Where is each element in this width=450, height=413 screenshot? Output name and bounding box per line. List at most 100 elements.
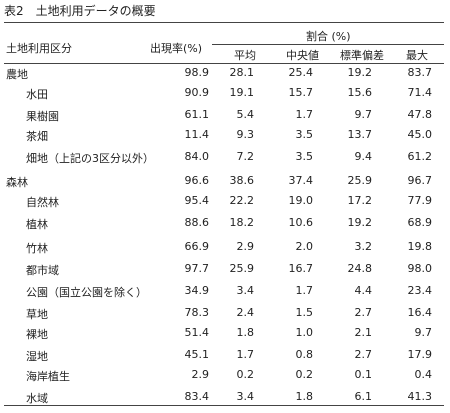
cell-max: 19.8: [407, 240, 433, 253]
cell-median: 1.0: [295, 326, 314, 339]
row-label: 草地: [26, 308, 48, 321]
cell-sd: 2.7: [354, 306, 373, 319]
cell-sd: 15.6: [347, 86, 373, 99]
table-row: 湿地 45.1 1.7 0.8 2.7 17.9: [0, 348, 450, 368]
cell-mean: 1.7: [236, 348, 255, 361]
cell-mean: 38.6: [229, 174, 255, 187]
cell-mean: 1.8: [236, 326, 255, 339]
header-rate: 出現率(%): [150, 42, 203, 55]
cell-max: 98.0: [407, 262, 433, 275]
row-label: 果樹園: [26, 110, 59, 123]
cell-rate: 51.4: [184, 326, 210, 339]
cell-max: 23.4: [407, 284, 433, 297]
cell-rate: 34.9: [184, 284, 210, 297]
cell-mean: 3.4: [236, 284, 255, 297]
cell-max: 45.0: [407, 128, 433, 141]
cell-rate: 97.7: [184, 262, 210, 275]
cell-sd: 17.2: [347, 194, 373, 207]
row-label: 水田: [26, 88, 48, 101]
cell-sd: 0.1: [354, 368, 373, 381]
cell-mean: 5.4: [236, 108, 255, 121]
cell-sd: 2.1: [354, 326, 373, 339]
cell-mean: 0.2: [236, 368, 255, 381]
cell-sd: 19.2: [347, 66, 373, 79]
cell-rate: 61.1: [184, 108, 210, 121]
header-mean: 平均: [234, 49, 256, 62]
table-row: 茶畑 11.4 9.3 3.5 13.7 45.0: [0, 128, 450, 148]
cell-median: 3.5: [295, 128, 314, 141]
cell-sd: 2.7: [354, 348, 373, 361]
table-row: 竹林 66.9 2.9 2.0 3.2 19.8: [0, 240, 450, 260]
cell-mean: 3.4: [236, 390, 255, 403]
cell-mean: 18.2: [229, 216, 255, 229]
cell-rate: 66.9: [184, 240, 210, 253]
cell-max: 17.9: [407, 348, 433, 361]
cell-median: 3.5: [295, 150, 314, 163]
cell-median: 0.8: [295, 348, 314, 361]
cell-rate: 84.0: [184, 150, 210, 163]
cell-median: 1.8: [295, 390, 314, 403]
cell-rate: 11.4: [184, 128, 210, 141]
table-row: 植林 88.6 18.2 10.6 19.2 68.9: [0, 216, 450, 236]
cell-max: 9.7: [414, 326, 433, 339]
cell-median: 25.4: [288, 66, 314, 79]
top-rule: [4, 22, 444, 23]
header-ratio-group: 割合 (%): [306, 30, 351, 43]
cell-rate: 98.9: [184, 66, 210, 79]
cell-mean: 9.3: [236, 128, 255, 141]
cell-mean: 2.4: [236, 306, 255, 319]
cell-mean: 22.2: [229, 194, 255, 207]
cell-rate: 78.3: [184, 306, 210, 319]
cell-sd: 13.7: [347, 128, 373, 141]
table-row: 畑地（上記の3区分以外） 84.0 7.2 3.5 9.4 61.2: [0, 150, 450, 170]
cell-max: 61.2: [407, 150, 433, 163]
table-row: 森林 96.6 38.6 37.4 25.9 96.7: [0, 174, 450, 194]
cell-median: 1.7: [295, 108, 314, 121]
cell-sd: 3.2: [354, 240, 373, 253]
table-row: 草地 78.3 2.4 1.5 2.7 16.4: [0, 306, 450, 326]
cell-max: 0.4: [414, 368, 433, 381]
cell-sd: 19.2: [347, 216, 373, 229]
header-category: 土地利用区分: [6, 42, 72, 55]
row-label: 茶畑: [26, 130, 48, 143]
table-row: 海岸植生 2.9 0.2 0.2 0.1 0.4: [0, 368, 450, 388]
row-label: 公園（国立公園を除く）: [26, 286, 147, 299]
row-label: 森林: [6, 176, 28, 189]
cell-max: 71.4: [407, 86, 433, 99]
cell-median: 2.0: [295, 240, 314, 253]
cell-max: 47.8: [407, 108, 433, 121]
cell-sd: 24.8: [347, 262, 373, 275]
row-label: 都市域: [26, 264, 59, 277]
cell-mean: 25.9: [229, 262, 255, 275]
cell-rate: 83.4: [184, 390, 210, 403]
cell-median: 16.7: [288, 262, 314, 275]
row-label: 海岸植生: [26, 370, 70, 383]
cell-sd: 4.4: [354, 284, 373, 297]
table-row: 公園（国立公園を除く） 34.9 3.4 1.7 4.4 23.4: [0, 284, 450, 304]
header-median: 中央値: [286, 49, 319, 62]
table-row: 果樹園 61.1 5.4 1.7 9.7 47.8: [0, 108, 450, 128]
cell-median: 19.0: [288, 194, 314, 207]
table-row: 水田 90.9 19.1 15.7 15.6 71.4: [0, 86, 450, 106]
cell-sd: 6.1: [354, 390, 373, 403]
table-row: 水域 83.4 3.4 1.8 6.1 41.3: [0, 390, 450, 410]
cell-mean: 7.2: [236, 150, 255, 163]
row-label: 植林: [26, 218, 48, 231]
cell-rate: 45.1: [184, 348, 210, 361]
row-label: 湿地: [26, 350, 48, 363]
table-row: 都市域 97.7 25.9 16.7 24.8 98.0: [0, 262, 450, 282]
header-max: 最大: [406, 49, 428, 62]
row-label: 農地: [6, 68, 28, 81]
cell-max: 96.7: [407, 174, 433, 187]
cell-median: 1.7: [295, 284, 314, 297]
cell-max: 77.9: [407, 194, 433, 207]
cell-rate: 95.4: [184, 194, 210, 207]
cell-median: 37.4: [288, 174, 314, 187]
cell-median: 1.5: [295, 306, 314, 319]
header-rule: [4, 63, 444, 64]
cell-sd: 25.9: [347, 174, 373, 187]
cell-rate: 88.6: [184, 216, 210, 229]
cell-rate: 90.9: [184, 86, 210, 99]
cell-rate: 96.6: [184, 174, 210, 187]
table-row: 農地 98.9 28.1 25.4 19.2 83.7: [0, 66, 450, 86]
